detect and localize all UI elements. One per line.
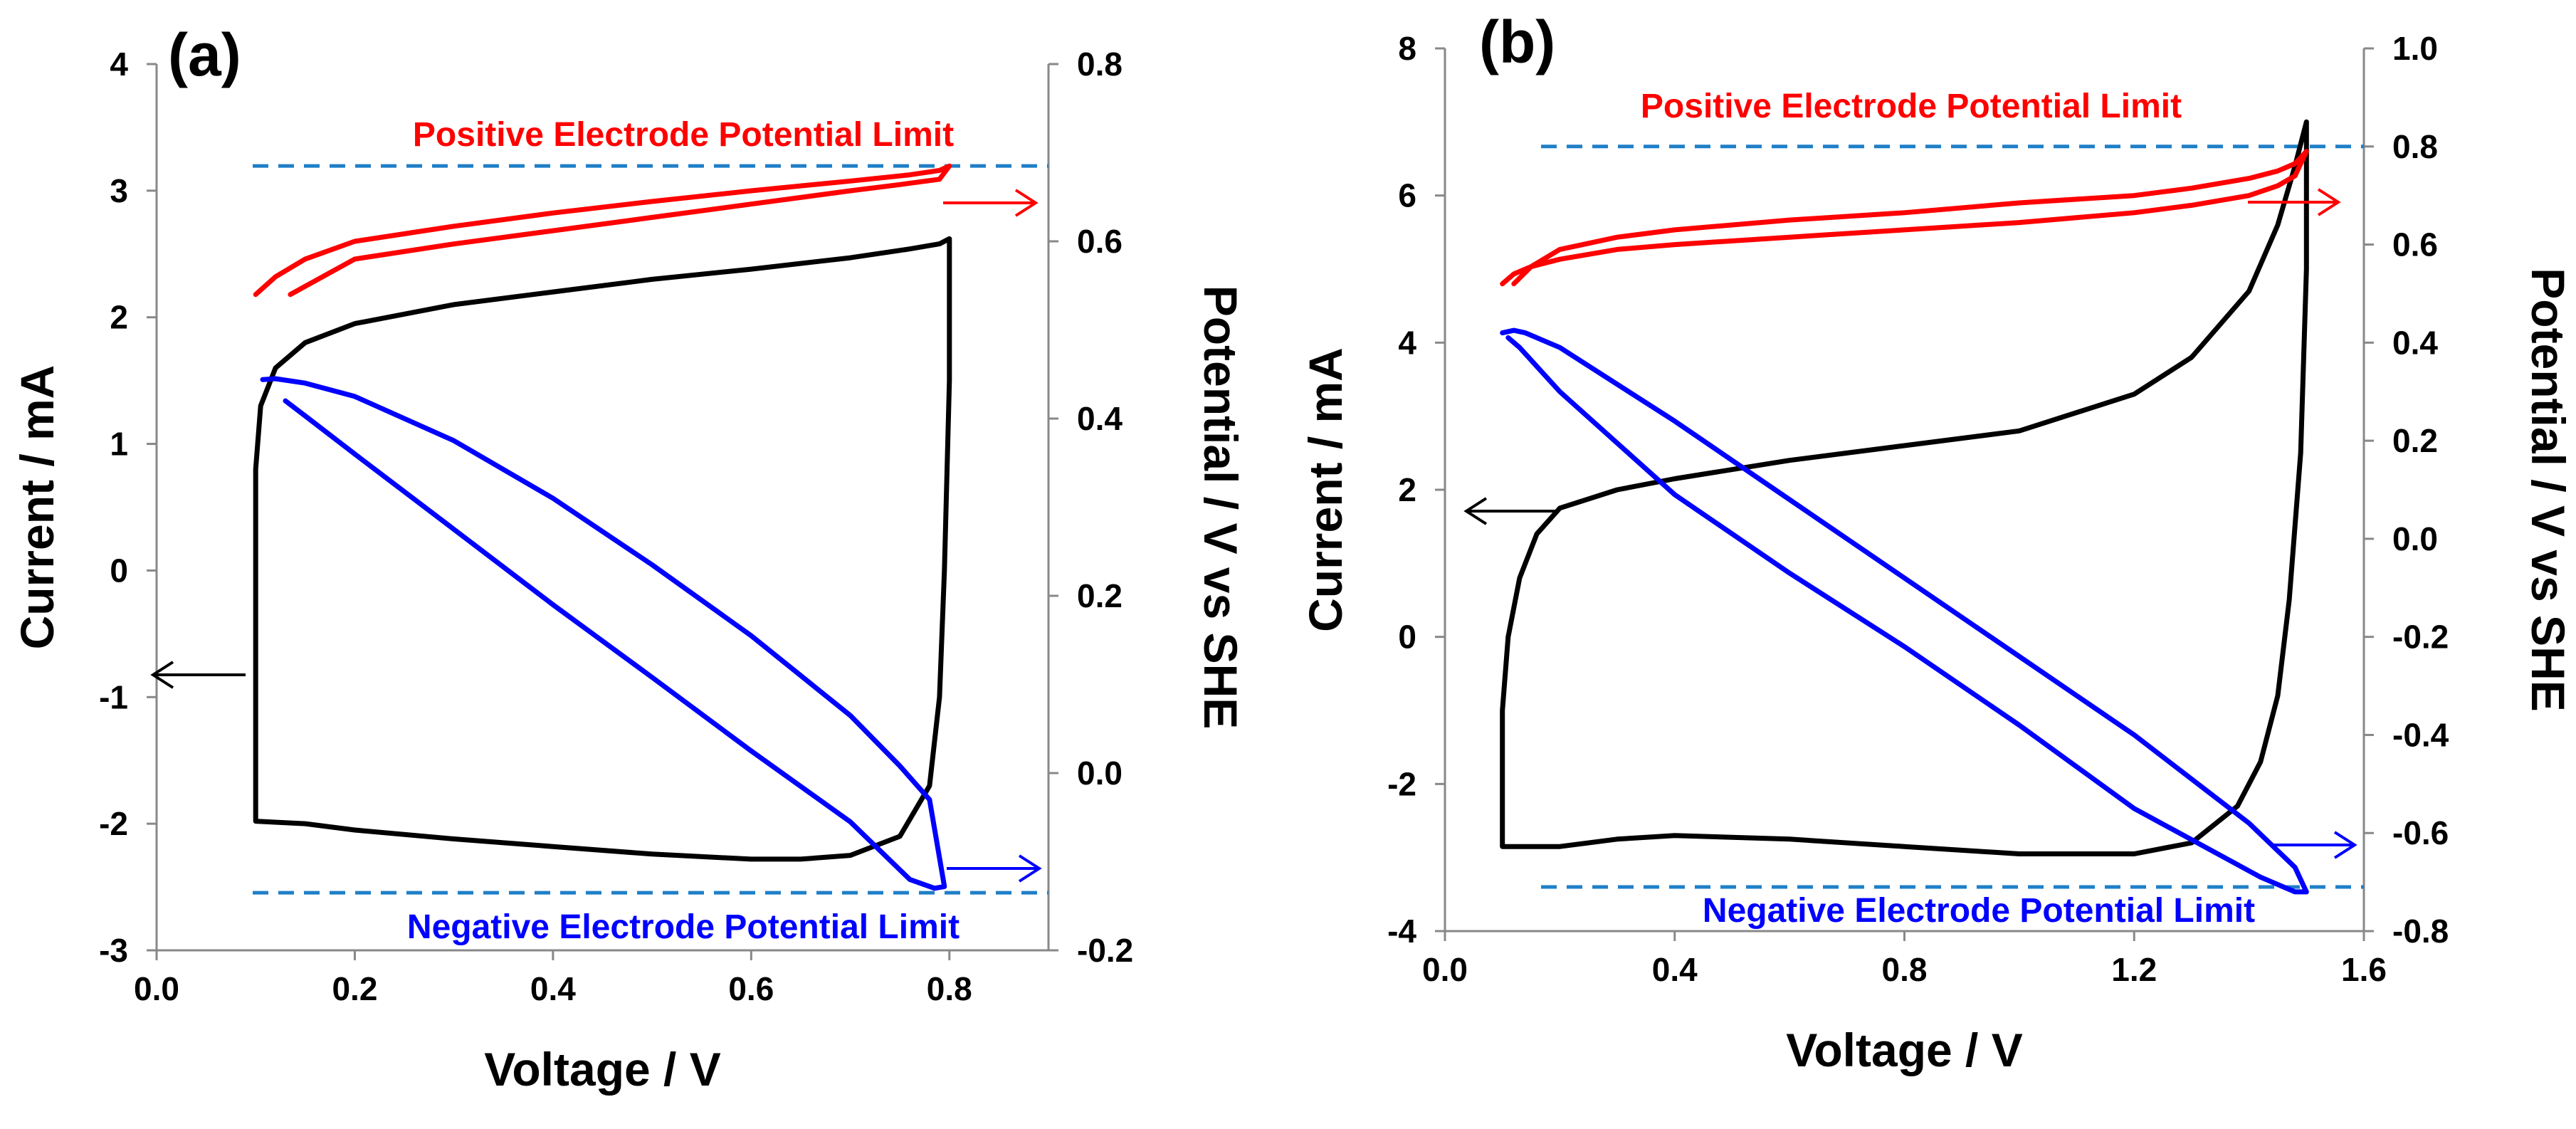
y2-tick-label: 1.0 [2392,30,2438,67]
y-tick-label: 8 [1398,30,1416,67]
y-tick-label: -2 [1387,765,1416,802]
negative-limit-annotation: Negative Electrode Potential Limit [1703,892,2255,930]
positive-electrode-potential-series-line [1500,149,2309,287]
negative-electrode-potential-series-line [1500,327,2309,895]
x-tick-label: 0.8 [1882,951,1928,988]
black-axis-arrow-head [1463,497,1488,525]
x-tick-label: 0.0 [1422,951,1468,988]
positive-limit-annotation: Positive Electrode Potential Limit [1641,88,2182,125]
x-axis-label: Voltage / V [484,1043,721,1096]
y-tick-label: 6 [1398,177,1416,214]
y-tick-label: -2 [99,805,128,842]
x-tick-label: 0.4 [1652,951,1698,988]
y-tick-label: 4 [1398,324,1416,361]
y-tick-label: 2 [1398,471,1416,508]
y-tick-label: 4 [110,46,128,83]
y2-tick-label: 0.2 [2392,422,2438,459]
y-tick-label: -3 [99,932,128,969]
y2-tick-label: -0.6 [2392,814,2449,851]
x-tick-label: 0.8 [927,970,972,1007]
cell-current-series-line [253,236,952,862]
y2-tick-label: -0.2 [2392,619,2449,656]
panel-label: (a) [168,21,241,88]
y-tick-label: 0 [1398,619,1416,656]
y2-tick-label: 0.2 [1077,577,1123,614]
black-axis-arrow-head [150,661,174,689]
red-axis-arrow-head [1014,189,1039,217]
y2-tick-label: 0.6 [2392,226,2438,263]
y2-tick-label: 0.6 [1077,223,1123,260]
x-tick-label: 1.6 [2341,951,2387,988]
panel-label: (b) [1479,9,1555,75]
y2-tick-label: 0.0 [2392,520,2438,557]
y2-axis-label: Potential / V vs SHE [2522,268,2575,712]
y2-tick-label: -0.8 [2392,913,2449,950]
positive-limit-annotation: Positive Electrode Potential Limit [413,116,954,154]
chart-panel-a: 0.0 0.2 0.4 0.6 0.8 -3 -2 -1 0 1 2 3 4 -0.2 0.0 0.2 0.4 0… [11,21,1247,1096]
y2-tick-label: 0.4 [1077,400,1123,437]
cell-current-series-line [1500,119,2309,856]
chart-panel-b: 0.0 0.4 0.8 1.2 1.6 -4 -2 0 2 4 6 8 -0.8 -0.6 -0.4 -0.2… [1299,9,2575,1076]
blue-axis-arrow-head [1018,854,1042,883]
y-axis-label: Current / mA [1299,347,1352,632]
x-tick-label: 1.2 [2111,951,2157,988]
y2-tick-label: 0.8 [2392,128,2438,165]
x-tick-label: 0.2 [332,970,377,1007]
y-tick-label: -1 [99,678,128,715]
y-tick-label: 1 [110,426,128,463]
positive-electrode-potential-series-line [253,163,952,298]
y-tick-label: 0 [110,552,128,589]
negative-electrode-potential-series-line [260,376,947,891]
blue-axis-arrow-head [2333,831,2357,859]
y-tick-label: 3 [110,172,128,209]
y2-tick-label: 0.8 [1077,46,1123,83]
y2-axis-label: Potential / V vs SHE [1194,285,1247,730]
y-tick-label: 2 [110,299,128,336]
x-tick-label: 0.6 [728,970,774,1007]
y-axis-label: Current / mA [11,365,63,650]
y2-tick-label: -0.4 [2392,716,2449,753]
y2-tick-label: 0.4 [2392,324,2438,361]
red-axis-arrow-head [2317,188,2341,216]
x-axis-label: Voltage / V [1786,1024,2023,1076]
y2-tick-label: -0.2 [1077,932,1133,969]
x-tick-label: 0.0 [134,970,179,1007]
y2-tick-label: 0.0 [1077,755,1123,792]
y-tick-label: -4 [1387,913,1416,950]
negative-limit-annotation: Negative Electrode Potential Limit [407,908,960,946]
x-tick-label: 0.4 [530,970,576,1007]
